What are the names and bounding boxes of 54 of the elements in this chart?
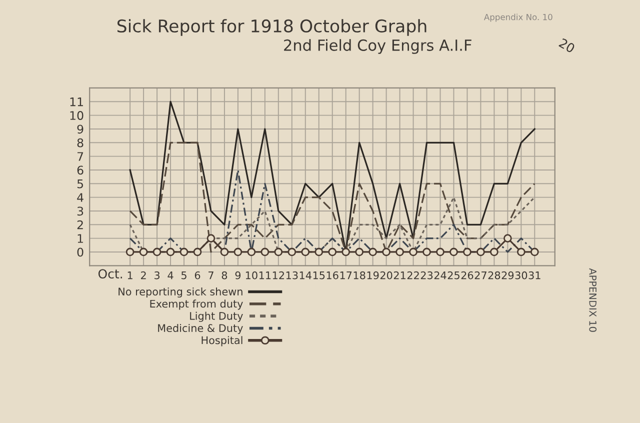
y-tick-label: 11 <box>70 98 83 106</box>
legend-label: Medicine & Duty <box>158 324 243 334</box>
x-tick-label: 23 <box>420 271 433 280</box>
text: Appendix No. 10 <box>484 14 552 22</box>
y-tick-label: 3 <box>77 206 84 216</box>
chart-title: Sick Report for 1918 October Graph <box>117 19 426 36</box>
x-tick-label: 25 <box>448 271 460 280</box>
x-tick-label: 17 <box>340 272 352 280</box>
x-tick-label: 5 <box>181 272 186 280</box>
x-tick-label: 24 <box>434 271 446 280</box>
x-tick-label: 4 <box>168 272 174 280</box>
y-tick-label: 9 <box>77 124 84 134</box>
y-tick-label: 5 <box>77 180 84 188</box>
y-tick-label: 4 <box>77 193 84 202</box>
y-tick-label: 10 <box>70 111 84 120</box>
y-tick-label: 7 <box>78 152 84 161</box>
y-tick-label: 1 <box>78 234 83 243</box>
x-tick-label: 14 <box>300 272 312 280</box>
y-tick-label: 6 <box>77 166 84 175</box>
x-tick-label: 13 <box>286 271 298 280</box>
x-tick-label: 20 <box>380 271 392 280</box>
y-tick-label: 0 <box>77 248 84 257</box>
x-tick-label: 31 <box>528 271 540 280</box>
y-tick-label: 8 <box>77 138 84 148</box>
x-axis-title: Oct. <box>98 269 122 279</box>
x-tick-label: 9 <box>235 271 241 280</box>
legend-label: Exempt from duty <box>150 300 243 310</box>
x-tick-label: 28 <box>488 271 500 280</box>
x-tick-label: 19 <box>367 271 379 280</box>
x-tick-label: 7 <box>208 272 214 280</box>
chart-subtitle: 2nd Field Coy Engrs A.I.F <box>284 39 472 54</box>
text: APPENDIX 10 <box>589 268 597 332</box>
x-tick-label: 30 <box>515 271 528 280</box>
x-tick-label: 1 <box>128 272 132 280</box>
x-tick-label: 15 <box>313 272 325 280</box>
x-tick-label: 6 <box>194 271 200 280</box>
x-tick-label: 3 <box>154 271 160 280</box>
legend-label: No reporting sick shewn <box>118 287 242 298</box>
legend-label: Light Duty <box>190 312 243 322</box>
x-tick-label: 10 <box>246 271 258 280</box>
x-tick-label: 27 <box>474 271 486 280</box>
y-tick-label: 2 <box>77 220 83 230</box>
x-tick-label: 8 <box>222 271 228 280</box>
legend-label: Hospital <box>202 336 242 346</box>
x-tick-label: 29 <box>502 271 514 280</box>
x-tick-label: 22 <box>407 271 419 280</box>
x-tick-label: 26 <box>461 271 474 280</box>
x-tick-label: 11 <box>259 272 271 280</box>
x-tick-label: 2 <box>140 271 146 280</box>
x-tick-label: 16 <box>326 271 338 280</box>
x-tick-label: 12 <box>272 271 284 280</box>
x-tick-label: 18 <box>354 271 366 280</box>
x-tick-label: 21 <box>394 271 406 280</box>
text: 20 <box>558 38 576 54</box>
